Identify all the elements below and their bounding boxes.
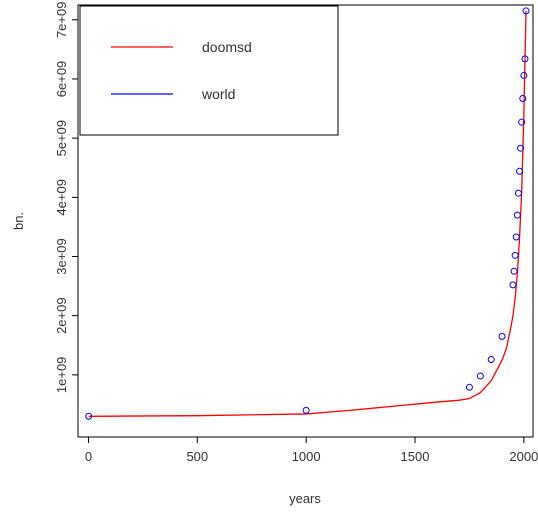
series-line-doomsd <box>88 10 527 417</box>
data-point-world <box>518 118 526 126</box>
data-point-world <box>512 233 520 241</box>
series-layer <box>85 7 530 420</box>
data-point-world <box>514 189 522 197</box>
data-point-world <box>302 406 310 414</box>
y-axis: 1e+09 2e+09 3e+09 4e+09 5e+09 6e+09 7e+09 <box>54 2 78 394</box>
legend-label: world <box>201 86 235 102</box>
y-tick-label: 2e+09 <box>54 297 69 334</box>
data-point-world <box>498 332 506 340</box>
data-point-world <box>516 167 524 175</box>
y-tick-label: 6e+09 <box>54 61 69 98</box>
legend-box <box>79 5 339 136</box>
x-axis-title: years <box>289 491 321 506</box>
data-point-world <box>85 412 93 420</box>
x-axis: 0 500 1000 1500 2000 <box>85 437 538 464</box>
plot-frame <box>77 4 534 438</box>
data-point-world <box>511 251 519 259</box>
data-point-world <box>517 144 525 152</box>
x-tick-label: 1000 <box>292 449 321 464</box>
y-tick-label: 3e+09 <box>54 238 69 275</box>
x-tick-label: 1500 <box>401 449 430 464</box>
x-tick-label: 500 <box>186 449 208 464</box>
data-point-world <box>476 372 484 380</box>
data-point-world <box>487 355 495 363</box>
x-tick-label: 0 <box>85 449 92 464</box>
x-tick-label: 2000 <box>509 449 538 464</box>
data-point-world <box>520 71 528 79</box>
data-point-world <box>509 281 517 289</box>
data-point-world <box>519 95 527 103</box>
y-tick-label: 1e+09 <box>54 357 69 394</box>
legend: doomsd world <box>79 5 339 136</box>
data-point-world <box>521 55 529 63</box>
legend-label: doomsd <box>202 39 252 55</box>
y-tick-label: 4e+09 <box>54 179 69 216</box>
data-point-world <box>510 267 518 275</box>
data-point-world <box>522 7 530 15</box>
data-point-world <box>465 383 473 391</box>
y-axis-title: bn. <box>11 212 26 230</box>
data-point-world <box>513 211 521 219</box>
y-tick-label: 7e+09 <box>54 2 69 39</box>
y-tick-label: 5e+09 <box>54 120 69 157</box>
